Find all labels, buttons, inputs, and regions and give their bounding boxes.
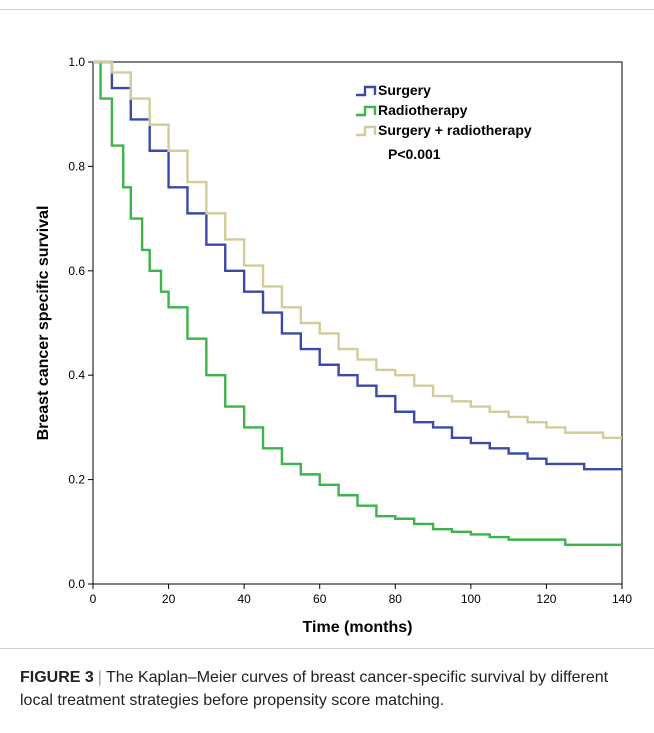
x-tick-label: 140 (612, 592, 632, 606)
top-divider (0, 9, 654, 10)
series-line-surgery (93, 60, 622, 471)
caption-figure-label: FIGURE 3 (20, 669, 94, 686)
series-line-surgery-radiotherapy (93, 60, 622, 440)
legend-label: Surgery (378, 82, 431, 98)
x-tick-label: 80 (389, 592, 403, 606)
p-value-annotation: P<0.001 (388, 146, 441, 162)
x-tick-label: 20 (162, 592, 176, 606)
kaplan-meier-chart: 0.0 0.2 0.4 0.6 0.8 1.0 0 20 40 60 80 100 120 140 Time… (35, 55, 632, 636)
y-axis-title: Breast cancer specific survival (35, 206, 52, 441)
legend-label: Surgery + radiotherapy (378, 122, 532, 138)
caption-divider (0, 648, 654, 649)
y-tick-label: 0.0 (68, 577, 85, 591)
x-tick-label: 100 (461, 592, 481, 606)
legend-swatch (356, 85, 377, 97)
x-axis-title: Time (months) (303, 619, 413, 636)
plot-area: 0.0 0.2 0.4 0.6 0.8 1.0 0 20 40 60 80 100 120 140 Time… (35, 55, 632, 636)
x-tick-label: 0 (90, 592, 97, 606)
y-tick-label: 0.2 (68, 473, 85, 487)
y-tick-label: 1.0 (68, 55, 85, 69)
legend-swatch (356, 105, 377, 117)
caption-separator: | (97, 669, 102, 686)
y-tick-label: 0.8 (68, 159, 85, 173)
figure-caption: FIGURE 3 | The Kaplan–Meier curves of brea… (20, 666, 640, 712)
x-tick-label: 40 (237, 592, 251, 606)
legend-swatch (356, 125, 377, 137)
y-tick-label: 0.4 (68, 368, 85, 382)
plot-frame (92, 61, 623, 585)
y-tick-label: 0.6 (68, 264, 85, 278)
legend-label: Radiotherapy (378, 102, 468, 118)
series-line-radiotherapy (93, 60, 622, 547)
x-tick-label: 120 (536, 592, 556, 606)
caption-text: The Kaplan–Meier curves of breast cancer… (20, 669, 609, 709)
x-tick-label: 60 (313, 592, 327, 606)
